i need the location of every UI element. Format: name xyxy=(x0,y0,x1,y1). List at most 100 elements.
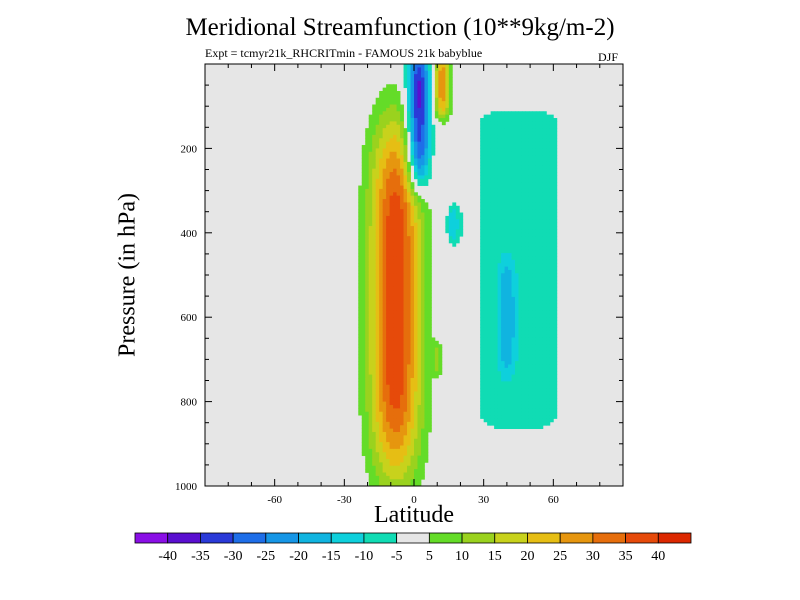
contour-cell xyxy=(424,118,429,122)
contour-cell xyxy=(511,134,516,139)
contour-cell xyxy=(403,212,408,217)
contour-cell xyxy=(521,347,526,352)
contour-cell xyxy=(546,330,551,335)
contour-cell xyxy=(375,377,380,382)
contour-cell xyxy=(372,266,377,271)
contour-cell xyxy=(382,367,387,372)
contour-cell xyxy=(424,317,429,321)
contour-cell xyxy=(389,276,394,281)
contour-cell xyxy=(361,182,366,186)
contour-cell xyxy=(532,401,537,406)
contour-cell xyxy=(420,317,425,321)
contour-cell xyxy=(525,151,530,156)
contour-cell xyxy=(372,239,377,244)
contour-cell xyxy=(483,155,488,159)
contour-cell xyxy=(539,408,544,413)
contour-cell xyxy=(386,340,391,345)
colorbar-label: 10 xyxy=(455,549,469,564)
contour-cell xyxy=(382,394,387,399)
contour-cell xyxy=(414,70,418,75)
contour-cell xyxy=(427,428,432,433)
contour-cell xyxy=(539,121,544,126)
contour-cell xyxy=(365,300,370,305)
contour-cell xyxy=(501,226,505,230)
contour-cell xyxy=(497,239,502,244)
contour-cell xyxy=(417,199,422,203)
contour-cell xyxy=(490,327,495,332)
contour-cell xyxy=(414,175,418,180)
contour-cell xyxy=(490,124,495,129)
contour-cell xyxy=(553,394,558,399)
contour-cell xyxy=(382,138,387,143)
contour-cell xyxy=(393,118,397,122)
contour-cell xyxy=(379,158,384,163)
contour-cell xyxy=(539,134,544,139)
contour-cell xyxy=(368,215,373,220)
contour-cell xyxy=(549,209,554,213)
contour-cell xyxy=(539,327,544,332)
contour-cell xyxy=(497,296,502,301)
contour-cell xyxy=(375,317,380,321)
contour-cell xyxy=(504,158,509,163)
contour-cell xyxy=(483,202,488,207)
contour-cell xyxy=(532,202,537,207)
contour-cell xyxy=(528,425,533,430)
contour-cell xyxy=(427,219,432,224)
contour-cell xyxy=(375,327,380,332)
contour-cell xyxy=(535,141,540,146)
contour-cell xyxy=(546,381,551,386)
contour-cell xyxy=(375,307,380,311)
contour-cell xyxy=(549,256,554,261)
y-tick-label: 800 xyxy=(181,397,198,409)
contour-cell xyxy=(424,148,429,153)
contour-cell xyxy=(448,226,453,230)
contour-cell xyxy=(361,185,366,190)
contour-cell xyxy=(427,165,432,170)
contour-cell xyxy=(389,435,394,440)
contour-cell xyxy=(393,374,397,379)
contour-cell xyxy=(400,303,404,308)
contour-cell xyxy=(375,310,380,315)
contour-cell xyxy=(501,185,505,190)
contour-cell xyxy=(417,307,422,311)
contour-cell xyxy=(420,219,425,224)
contour-cell xyxy=(535,377,540,382)
contour-cell xyxy=(393,448,397,453)
contour-cell xyxy=(511,185,516,190)
contour-cell xyxy=(407,448,411,453)
contour-cell xyxy=(361,205,366,210)
contour-cell xyxy=(553,219,558,224)
contour-cell xyxy=(521,226,526,230)
contour-cell xyxy=(549,398,554,402)
contour-cell xyxy=(427,411,432,416)
contour-cell xyxy=(393,482,397,487)
contour-cell xyxy=(361,242,366,247)
contour-cell xyxy=(532,293,537,298)
contour-cell xyxy=(539,398,544,402)
contour-cell xyxy=(504,411,509,416)
contour-cell xyxy=(379,111,384,116)
contour-cell xyxy=(375,428,380,433)
contour-cell xyxy=(549,222,554,227)
contour-cell xyxy=(396,354,401,359)
contour-cell xyxy=(379,313,384,318)
contour-cell xyxy=(539,286,544,291)
contour-cell xyxy=(553,178,558,183)
contour-cell xyxy=(487,199,492,203)
contour-cell xyxy=(382,455,387,460)
contour-cell xyxy=(396,91,401,95)
contour-cell xyxy=(546,114,551,119)
contour-cell xyxy=(400,273,404,278)
contour-cell xyxy=(358,361,363,365)
contour-cell xyxy=(410,381,415,386)
contour-cell xyxy=(480,273,485,278)
contour-cell xyxy=(427,212,432,217)
contour-cell xyxy=(539,388,544,392)
contour-cell xyxy=(386,232,391,237)
contour-cell xyxy=(417,408,422,413)
contour-cell xyxy=(535,128,540,132)
contour-cell xyxy=(483,300,488,305)
contour-cell xyxy=(389,425,394,430)
contour-cell xyxy=(382,458,387,463)
contour-cell xyxy=(420,357,425,362)
